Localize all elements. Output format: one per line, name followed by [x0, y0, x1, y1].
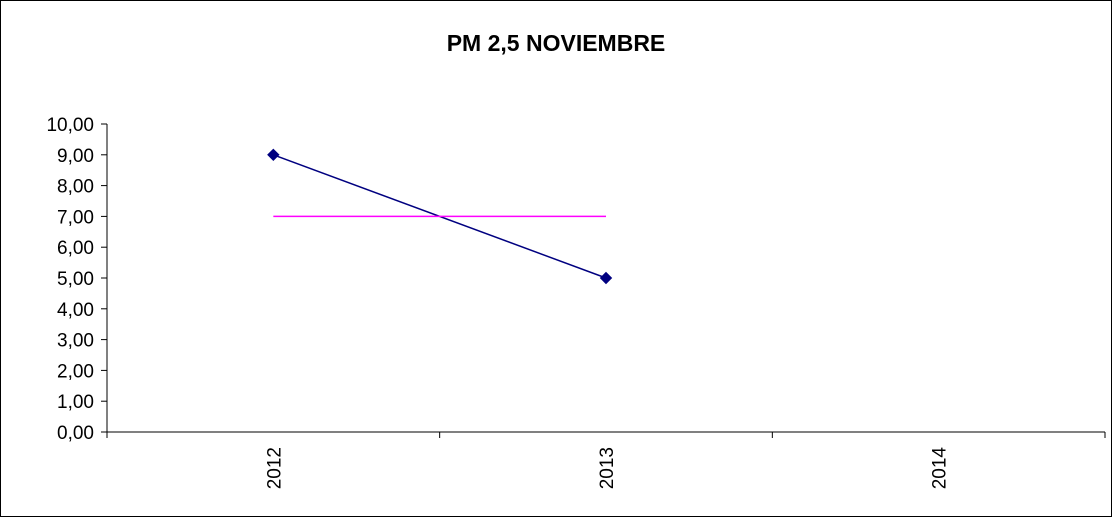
series-1-point: [599, 271, 613, 285]
y-tick-label: 5,00: [57, 269, 94, 290]
y-tick-label: 7,00: [57, 207, 94, 228]
x-tick-label: 2014: [930, 447, 951, 490]
y-tick-label: 6,00: [57, 238, 94, 259]
y-tick-label: 8,00: [57, 177, 94, 198]
y-tick-label: 4,00: [57, 300, 94, 321]
axes: 0,00 1,00 2,00 3,00 4,00 5,00 6,00 7,00 8,00 9,00…: [46, 115, 1106, 490]
x-tick-label: 2013: [597, 447, 618, 489]
y-tick-label: 0,00: [57, 423, 94, 444]
x-tick-label: 2012: [264, 447, 285, 489]
y-tick-label: 9,00: [57, 146, 94, 167]
series-1-point: [267, 148, 280, 162]
chart-title: PM 2,5 NOVIEMBRE: [446, 30, 666, 56]
y-tick-label: 3,00: [57, 331, 94, 352]
series-layer: [267, 148, 613, 285]
y-tick-label: 1,00: [57, 392, 94, 413]
y-tick-label: 10,00: [46, 115, 94, 136]
y-tick-label: 2,00: [57, 361, 94, 382]
